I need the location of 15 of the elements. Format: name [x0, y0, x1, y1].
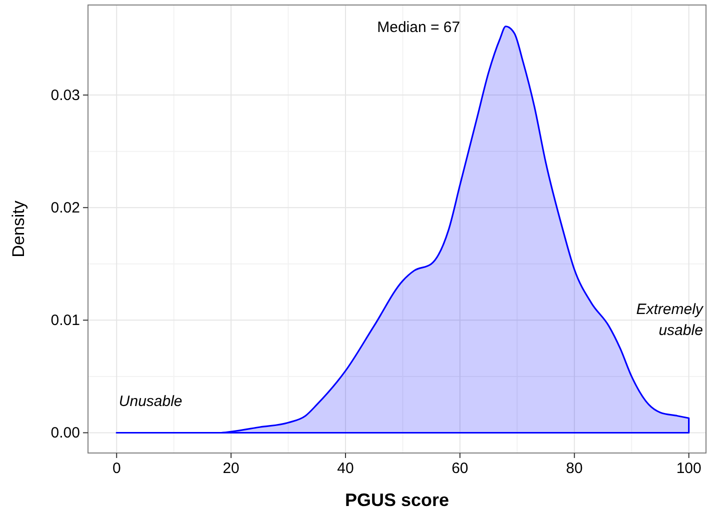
- x-tick-label: 20: [222, 460, 240, 477]
- annotation: Unusable: [118, 392, 182, 410]
- y-tick-label: 0.01: [50, 312, 80, 330]
- x-tick-label: 0: [112, 460, 121, 477]
- annotation: Extremely usable: [636, 301, 704, 340]
- y-tick-label: 0.03: [50, 87, 80, 104]
- x-axis-title: PGUS score: [344, 490, 450, 510]
- y-axis-title: Density: [9, 200, 28, 258]
- annotation: Median = 67: [377, 18, 460, 36]
- y-tick-label: 0.02: [50, 200, 80, 217]
- x-tick-label: 80: [566, 460, 583, 477]
- x-tick-label: 60: [452, 460, 468, 477]
- x-tick-label: 40: [337, 460, 354, 477]
- x-tick-label: 100: [676, 460, 702, 477]
- y-tick-label: 0.00: [50, 424, 80, 442]
